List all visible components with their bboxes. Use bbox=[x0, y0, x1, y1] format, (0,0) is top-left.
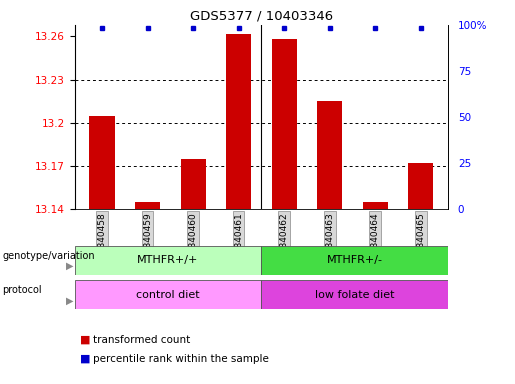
Text: MTHFR+/+: MTHFR+/+ bbox=[138, 255, 199, 265]
Text: MTHFR+/-: MTHFR+/- bbox=[327, 255, 383, 265]
Bar bbox=[226, 33, 251, 209]
Text: transformed count: transformed count bbox=[93, 335, 190, 345]
Bar bbox=[317, 101, 342, 209]
Bar bbox=[408, 163, 433, 209]
Bar bbox=[261, 246, 448, 275]
Text: protocol: protocol bbox=[3, 285, 42, 295]
Bar bbox=[261, 280, 448, 309]
Text: percentile rank within the sample: percentile rank within the sample bbox=[93, 354, 269, 364]
Text: ▶: ▶ bbox=[66, 295, 73, 306]
Bar bbox=[75, 280, 261, 309]
Text: low folate diet: low folate diet bbox=[315, 290, 394, 300]
Bar bbox=[75, 246, 261, 275]
Text: ■: ■ bbox=[80, 354, 90, 364]
Bar bbox=[181, 159, 205, 209]
Bar bbox=[135, 202, 160, 209]
Text: genotype/variation: genotype/variation bbox=[3, 251, 95, 261]
Bar bbox=[363, 202, 388, 209]
Text: ■: ■ bbox=[80, 335, 90, 345]
Bar bbox=[271, 40, 297, 209]
Text: ▶: ▶ bbox=[66, 261, 73, 271]
Bar bbox=[90, 116, 114, 209]
Title: GDS5377 / 10403346: GDS5377 / 10403346 bbox=[190, 9, 333, 22]
Text: control diet: control diet bbox=[136, 290, 200, 300]
